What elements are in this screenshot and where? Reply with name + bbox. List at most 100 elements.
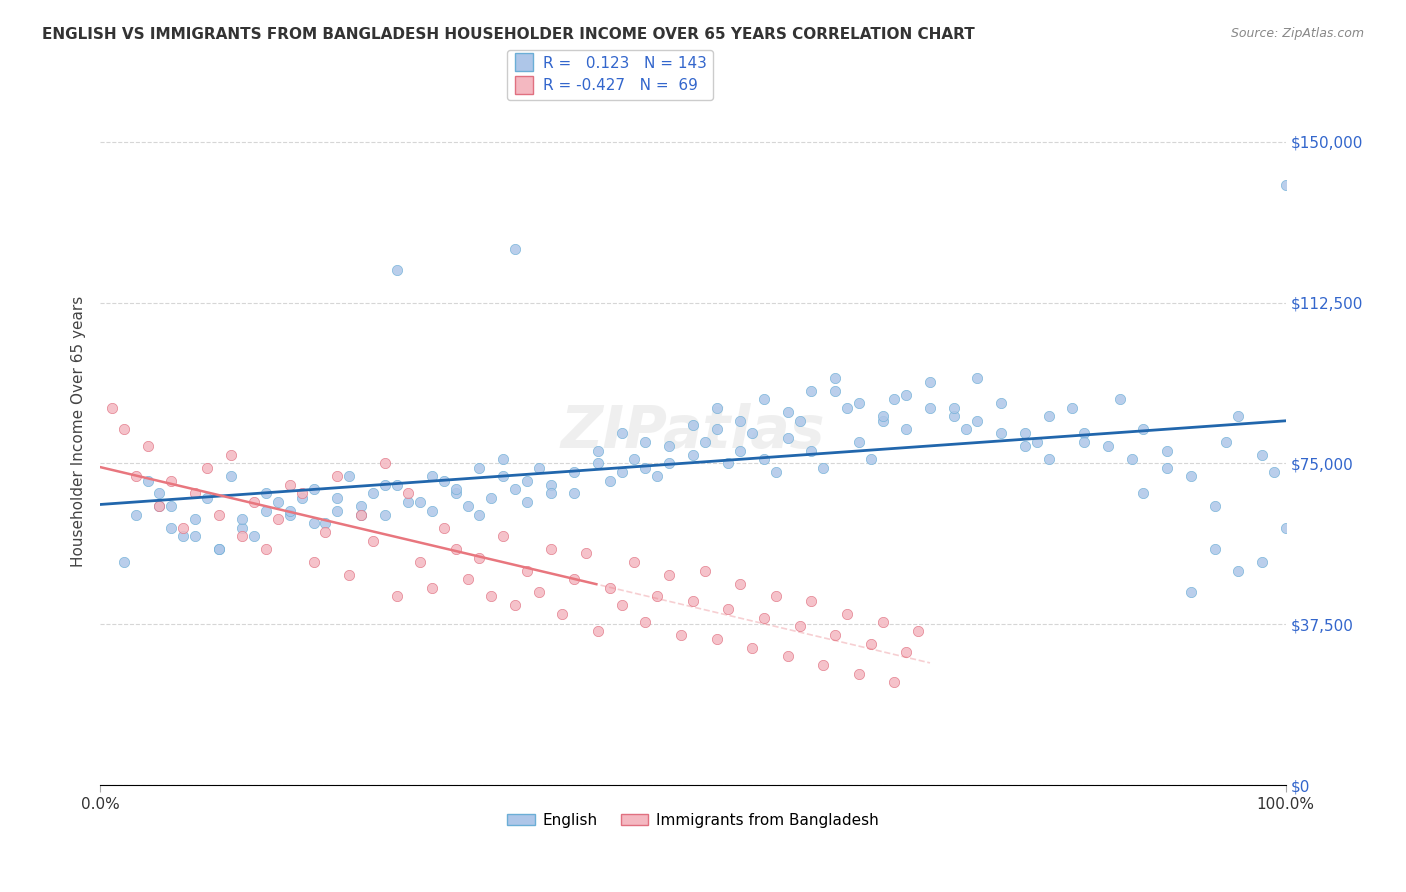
Point <box>813 460 835 475</box>
Point <box>1215 435 1237 450</box>
Point <box>1014 426 1036 441</box>
Point <box>278 508 301 522</box>
Point <box>623 452 645 467</box>
Point <box>658 568 681 582</box>
Point <box>444 482 467 496</box>
Point <box>160 474 183 488</box>
Point <box>433 521 456 535</box>
Point <box>540 486 562 500</box>
Point <box>623 555 645 569</box>
Point <box>420 469 443 483</box>
Point <box>374 508 396 522</box>
Point <box>907 624 929 638</box>
Point <box>1025 435 1047 450</box>
Point <box>492 452 515 467</box>
Point <box>374 457 396 471</box>
Point <box>1263 465 1285 479</box>
Point <box>942 409 965 424</box>
Point <box>1132 422 1154 436</box>
Point <box>693 435 716 450</box>
Point <box>374 478 396 492</box>
Point <box>267 495 290 509</box>
Point <box>610 465 633 479</box>
Point <box>302 482 325 496</box>
Point <box>848 435 870 450</box>
Point <box>208 542 231 557</box>
Point <box>1108 392 1130 406</box>
Point <box>444 542 467 557</box>
Point <box>314 516 336 531</box>
Point <box>765 590 787 604</box>
Point <box>1073 435 1095 450</box>
Point <box>420 581 443 595</box>
Point <box>503 598 526 612</box>
Point <box>634 460 657 475</box>
Point <box>776 431 799 445</box>
Point <box>457 572 479 586</box>
Point <box>1014 439 1036 453</box>
Point <box>1180 469 1202 483</box>
Point <box>765 465 787 479</box>
Point <box>610 598 633 612</box>
Point <box>326 491 349 505</box>
Point <box>267 512 290 526</box>
Point <box>396 486 419 500</box>
Point <box>503 242 526 256</box>
Point <box>148 486 170 500</box>
Point <box>1097 439 1119 453</box>
Point <box>112 422 135 436</box>
Point <box>326 469 349 483</box>
Point <box>575 547 598 561</box>
Point <box>1204 542 1226 557</box>
Point <box>444 486 467 500</box>
Point <box>586 443 609 458</box>
Point <box>457 500 479 514</box>
Point <box>752 452 775 467</box>
Point <box>896 645 918 659</box>
Point <box>396 495 419 509</box>
Point <box>682 593 704 607</box>
Point <box>918 401 941 415</box>
Point <box>527 585 550 599</box>
Point <box>136 439 159 453</box>
Point <box>1227 409 1250 424</box>
Point <box>634 435 657 450</box>
Point <box>682 417 704 432</box>
Point <box>1073 426 1095 441</box>
Point <box>350 508 373 522</box>
Point <box>824 384 846 398</box>
Point <box>314 524 336 539</box>
Point <box>479 491 502 505</box>
Point <box>848 666 870 681</box>
Point <box>172 529 194 543</box>
Point <box>1156 460 1178 475</box>
Point <box>562 572 585 586</box>
Point <box>586 457 609 471</box>
Point <box>516 564 538 578</box>
Point <box>824 370 846 384</box>
Point <box>385 590 408 604</box>
Point <box>896 388 918 402</box>
Point <box>409 495 432 509</box>
Point <box>302 555 325 569</box>
Point <box>409 555 432 569</box>
Point <box>540 542 562 557</box>
Point <box>789 413 811 427</box>
Point <box>752 392 775 406</box>
Point <box>872 409 894 424</box>
Point <box>219 469 242 483</box>
Point <box>420 503 443 517</box>
Point <box>682 448 704 462</box>
Point <box>195 460 218 475</box>
Point <box>160 500 183 514</box>
Point <box>254 503 277 517</box>
Point <box>385 478 408 492</box>
Point <box>706 401 728 415</box>
Point <box>243 529 266 543</box>
Point <box>955 422 977 436</box>
Point <box>741 426 763 441</box>
Point <box>693 564 716 578</box>
Point <box>254 542 277 557</box>
Point <box>669 628 692 642</box>
Point <box>361 533 384 548</box>
